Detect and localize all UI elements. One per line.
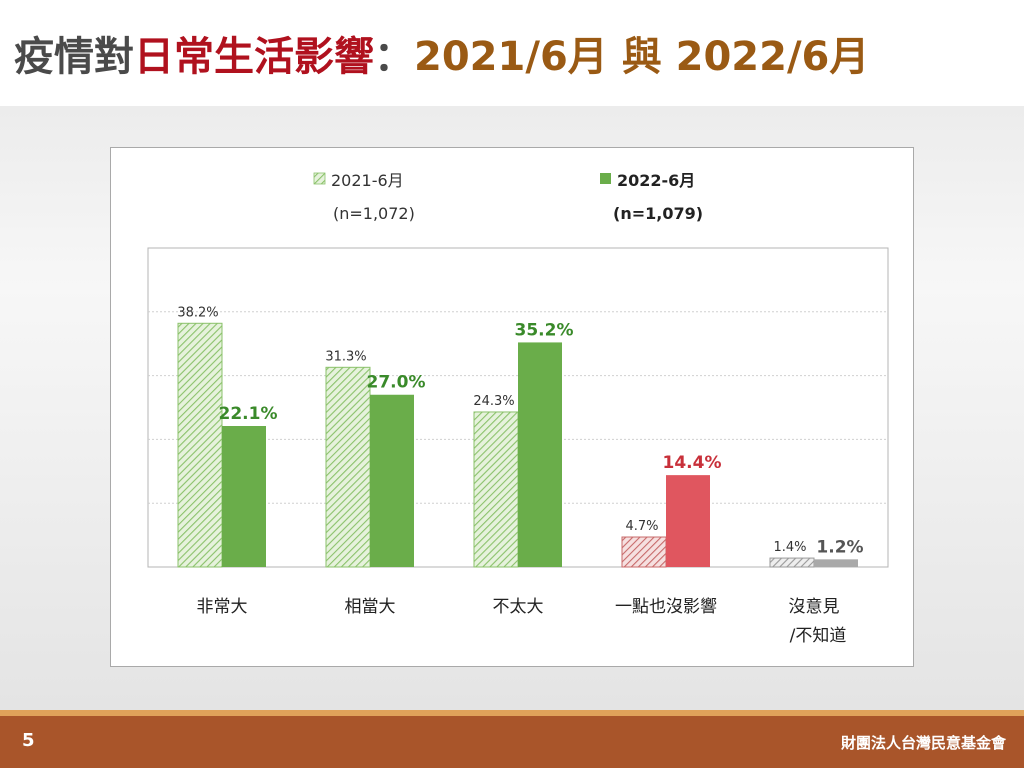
bar-2021 bbox=[177, 322, 223, 568]
category-label: 沒意見 bbox=[789, 597, 840, 617]
title-part-1: 疫情對 bbox=[14, 34, 134, 80]
data-labels: 38.2% 22.1% 31.3%27.0% 24.3% 35.2% 4.7% 14.4% 1… bbox=[177, 305, 863, 557]
legend-n-2022: (n=1,079) bbox=[613, 204, 703, 223]
category-label: 不太大 bbox=[493, 597, 544, 617]
data-label-2022: 22.1% bbox=[219, 404, 278, 424]
bar-2021 bbox=[325, 366, 371, 568]
data-label-2021: 1.4% bbox=[773, 540, 806, 555]
category-label: 非常大 bbox=[197, 597, 248, 617]
data-label-2021: 4.7% bbox=[625, 519, 658, 534]
footer-bar bbox=[0, 716, 1024, 768]
legend-swatch-2021 bbox=[313, 172, 326, 185]
bars bbox=[177, 322, 858, 568]
page-title: 疫情對日常生活影響：2021/6月 與 2022/6月 bbox=[14, 30, 869, 84]
legend-label-2022: 2022-6月 bbox=[617, 171, 695, 190]
data-label-2022: 1.2% bbox=[816, 537, 863, 557]
footer-accent-line bbox=[0, 710, 1024, 716]
page-number: 5 bbox=[22, 730, 35, 751]
chart-legend: 2021-6月 (n=1,072) 2022-6月 (n=1,079) bbox=[313, 171, 703, 223]
category-label: /不知道 bbox=[790, 626, 847, 646]
title-bar: 疫情對日常生活影響：2021/6月 與 2022/6月 bbox=[0, 0, 1024, 106]
data-label-2021: 38.2% bbox=[177, 305, 218, 320]
organization-name: 財團法人台灣民意基金會 bbox=[840, 734, 1006, 752]
category-labels: 非常大 相當大 不太大 一點也沒影響 沒意見/不知道 bbox=[197, 597, 847, 646]
bar-2022 bbox=[814, 559, 858, 567]
data-label-2021: 31.3% bbox=[325, 349, 366, 364]
data-label-2021: 24.3% bbox=[473, 394, 514, 409]
legend-n-2021: (n=1,072) bbox=[333, 204, 415, 223]
legend-swatch-2022 bbox=[600, 173, 611, 184]
bar-2022 bbox=[666, 475, 710, 567]
bar-2021 bbox=[473, 411, 519, 568]
title-dates: 2021/6月 與 2022/6月 bbox=[414, 34, 870, 80]
bar-2022 bbox=[222, 426, 266, 567]
bar-2022 bbox=[370, 394, 414, 567]
bar-2022 bbox=[518, 342, 562, 567]
data-label-2022: 27.0% bbox=[367, 373, 426, 393]
legend-label-2021: 2021-6月 bbox=[331, 171, 404, 190]
data-label-2022: 35.2% bbox=[515, 320, 574, 340]
title-colon: ： bbox=[374, 34, 414, 80]
bar-chart: 2021-6月 (n=1,072) 2022-6月 (n=1,079) 38.2… bbox=[147, 171, 889, 646]
bar-2021 bbox=[769, 557, 815, 568]
title-part-highlight: 日常生活影響 bbox=[134, 34, 374, 80]
category-label: 一點也沒影響 bbox=[615, 597, 717, 617]
category-label: 相當大 bbox=[345, 597, 396, 617]
bar-2021 bbox=[621, 536, 667, 568]
data-label-2022: 14.4% bbox=[663, 453, 722, 473]
